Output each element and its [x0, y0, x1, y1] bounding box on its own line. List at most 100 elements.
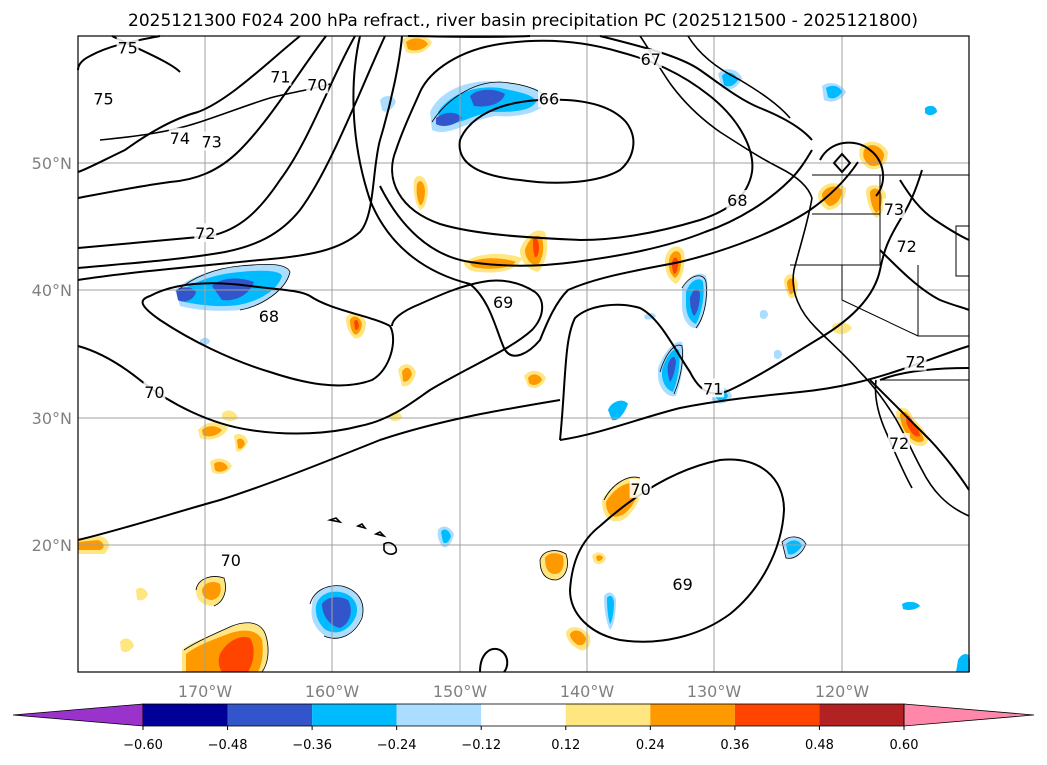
contour-label-bg [671, 574, 694, 594]
contour-label-bg [269, 66, 292, 86]
contour-label-bg [887, 433, 910, 453]
lat-tick-label: 50°N [32, 154, 72, 173]
contour-70-south-loop [77, 279, 544, 435]
colorbar-segment [819, 704, 904, 726]
contour-label: 71 [703, 379, 723, 398]
colorbar: −0.60 −0.48 −0.36 −0.24 −0.12 0.12 0.24 0.36 0.4… [12, 703, 1035, 753]
contour-label: 70 [221, 551, 241, 570]
contour-label: 70 [144, 383, 164, 402]
contour-label-bg [219, 550, 242, 570]
lon-tick-labels: 170°W 160°W 150°W 140°W 130°W 120°W [178, 682, 870, 701]
contour-label-bg [92, 88, 115, 108]
colorbar-segment [396, 704, 482, 726]
precip-outlines [177, 81, 807, 673]
lat-tick-label: 40°N [32, 281, 72, 300]
contour-label: 69 [672, 575, 692, 594]
contour-label: 71 [270, 68, 290, 87]
map-frame [77, 35, 970, 673]
contour-label: 73 [201, 133, 221, 152]
contour-70-nw [77, 35, 403, 281]
contour-label-bg [194, 223, 217, 243]
colorbar-segment [312, 704, 397, 726]
contour-label-bg [882, 198, 905, 218]
contour-label-bg [702, 378, 725, 398]
contour-label-bg [168, 127, 191, 147]
colorbar-tick-label: 0.60 [890, 738, 919, 753]
contour-labels: 75 75 71 70 74 73 72 68 70 70 67 66 69 68 71 70 69 73 72 72… [92, 37, 927, 594]
coastlines [99, 35, 970, 555]
lat-tick-labels: 50°N 40°N 30°N 20°N [32, 154, 72, 555]
contour-label-bg [895, 235, 918, 255]
lon-tick-label: 150°W [433, 682, 488, 701]
contour-74 [77, 35, 301, 173]
contour-label-bg [537, 88, 560, 108]
contour-label: 72 [896, 237, 916, 256]
contour-label-bg [726, 190, 749, 210]
contour-70-sw [77, 399, 561, 541]
contour-label: 72 [195, 224, 215, 243]
contour-label-bg [904, 351, 927, 371]
contour-68-west [141, 282, 395, 387]
contour-69-south [479, 648, 509, 673]
colorbar-segment [227, 704, 313, 726]
colorbar-extend-min [12, 703, 144, 727]
map-panel: 75 75 71 70 74 73 72 68 70 70 67 66 69 68 71 70 69 73 72 72… [77, 34, 970, 673]
contour-66 [458, 98, 635, 184]
contour-label: 70 [307, 75, 327, 94]
lon-tick-label: 170°W [178, 682, 233, 701]
contour-label: 75 [117, 38, 137, 57]
contour-label-bg [143, 382, 166, 402]
lat-tick-label: 20°N [32, 536, 72, 555]
contour-label: 75 [93, 89, 113, 108]
contour-label: 69 [493, 293, 513, 312]
contour-label: 70 [630, 480, 650, 499]
borders [790, 174, 970, 381]
colorbar-segment [143, 704, 228, 726]
contour-label: 66 [539, 89, 559, 108]
contour-label: 74 [170, 129, 190, 148]
contour-label: 68 [727, 191, 747, 210]
contour-label: 72 [889, 434, 909, 453]
colorbar-segment [481, 704, 566, 726]
contour-71-east [559, 169, 923, 441]
colorbar-tick-label: 0.48 [805, 738, 834, 753]
colorbar-tick-label: −0.36 [292, 738, 332, 753]
contour-label: 67 [641, 50, 661, 69]
colorbar-segment [734, 704, 820, 726]
contour-loop-nw-coast [819, 141, 885, 197]
colorbar-segment [650, 704, 735, 726]
colorbar-tick-label: 0.24 [636, 738, 665, 753]
colorbar-tick-label: −0.48 [208, 738, 248, 753]
contour-69 [352, 35, 859, 357]
lon-tick-label: 130°W [687, 682, 742, 701]
contour-label: 72 [905, 353, 925, 372]
colorbar-tick-label: 0.36 [720, 738, 749, 753]
contour-73-ne [899, 179, 970, 241]
contour-label: 73 [884, 200, 904, 219]
colorbar-frame [142, 703, 905, 727]
colorbar-extend-max [903, 703, 1035, 727]
chart-title: 2025121300 F024 200 hPa refract., river … [128, 11, 918, 31]
contour-label-bg [629, 478, 652, 498]
contour-label-bg [116, 37, 139, 57]
contour-73 [77, 35, 327, 199]
contour-72 [77, 35, 356, 249]
colorbar-tick-label: −0.60 [123, 738, 163, 753]
colorbar-tick-label: 0.12 [551, 738, 580, 753]
lon-tick-label: 140°W [560, 682, 615, 701]
contour-70-sub [568, 458, 786, 643]
contour-label-bg [639, 48, 662, 68]
contour-label-bg [257, 305, 280, 325]
lon-tick-label: 160°W [305, 682, 360, 701]
colorbar-tick-label: −0.12 [461, 738, 501, 753]
precip-neg-hawaii [311, 526, 970, 672]
contour-southeast-link [879, 367, 970, 381]
contour-label-bg [306, 74, 329, 94]
contour-71 [77, 35, 386, 269]
contour-label-bg [200, 131, 223, 151]
contour-72-se [869, 379, 970, 491]
contour-72-east [879, 249, 970, 311]
colorbar-tick-label: −0.24 [377, 738, 417, 753]
lat-tick-label: 30°N [32, 409, 72, 428]
